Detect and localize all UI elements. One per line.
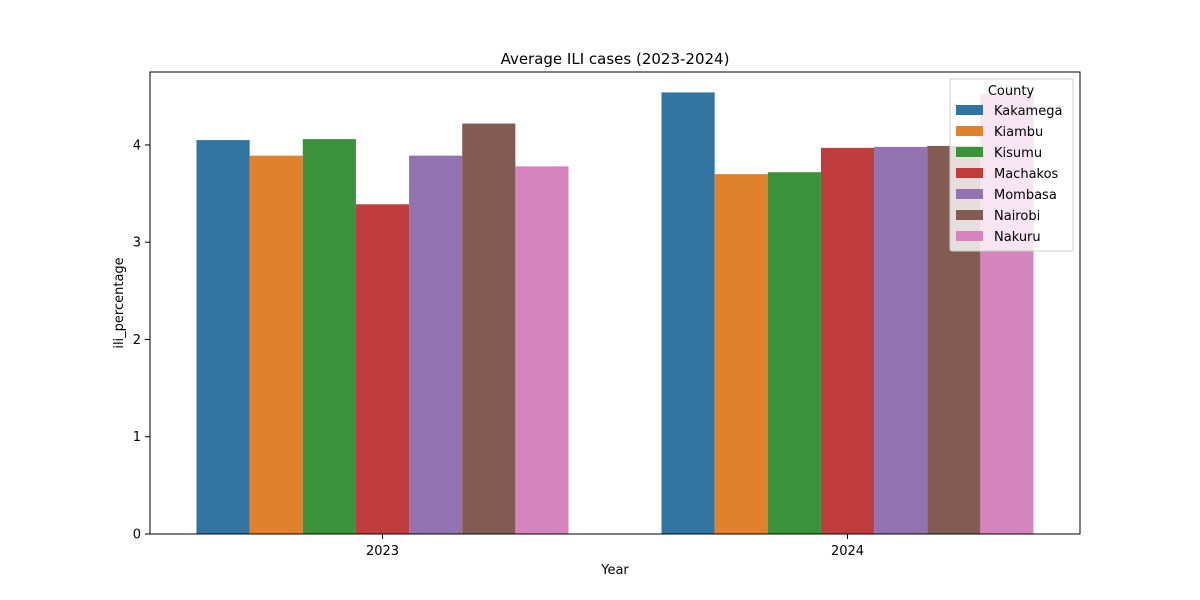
legend-label-nairobi: Nairobi — [994, 209, 1040, 224]
bar-mombasa-2023 — [409, 155, 463, 535]
bar-machakos-2024 — [820, 147, 875, 534]
legend-swatch-kisumu — [956, 147, 983, 157]
legend-label-kiambu: Kiambu — [994, 125, 1043, 140]
legend-swatch-mombasa — [956, 189, 983, 199]
y-tick-label: 0 — [133, 528, 141, 543]
legend-label-kisumu: Kisumu — [994, 146, 1042, 161]
x-tick-label: 2023 — [366, 544, 399, 559]
legend-title: County — [988, 84, 1035, 99]
bar-nairobi-2023 — [462, 123, 516, 535]
bar-machakos-2023 — [355, 204, 410, 534]
bar-kiambu-2024 — [714, 174, 768, 534]
legend-label-mombasa: Mombasa — [994, 188, 1057, 203]
x-axis: 2023 2024 — [366, 534, 864, 559]
y-tick-label: 2 — [133, 333, 141, 348]
chart-title: Average ILI cases (2023-2024) — [501, 50, 730, 68]
bars-layer — [196, 92, 1034, 535]
legend-label-nakuru: Nakuru — [994, 230, 1041, 245]
legend-label-machakos: Machakos — [994, 167, 1059, 182]
legend: County Kakamega Kiambu Kisumu Machakos Momba… — [949, 78, 1074, 252]
x-axis-title: Year — [600, 563, 629, 578]
y-tick-label: 1 — [133, 430, 141, 445]
legend-swatch-kiambu — [956, 126, 983, 136]
bar-mombasa-2024 — [874, 146, 928, 534]
legend-label-kakamega: Kakamega — [994, 104, 1062, 119]
legend-swatch-nairobi — [956, 210, 983, 220]
bar-kiambu-2023 — [249, 155, 303, 535]
legend-swatch-kakamega — [956, 105, 983, 115]
plot-frame — [149, 71, 1081, 535]
legend-swatch-nakuru — [956, 231, 983, 241]
bar-kisumu-2023 — [302, 139, 356, 534]
y-tick-label: 3 — [133, 236, 141, 251]
y-tick-label: 4 — [133, 138, 141, 153]
y-axis: 0 1 2 3 4 — [133, 138, 150, 543]
bar-nakuru-2023 — [515, 166, 569, 534]
bar-kakamega-2023 — [196, 140, 250, 534]
x-tick-label: 2024 — [831, 544, 864, 559]
legend-swatch-machakos — [956, 168, 983, 178]
bar-kakamega-2024 — [661, 92, 715, 534]
bar-kisumu-2024 — [767, 172, 821, 535]
legend-box — [949, 78, 1074, 252]
y-axis-title: ili_percentage — [112, 257, 127, 348]
